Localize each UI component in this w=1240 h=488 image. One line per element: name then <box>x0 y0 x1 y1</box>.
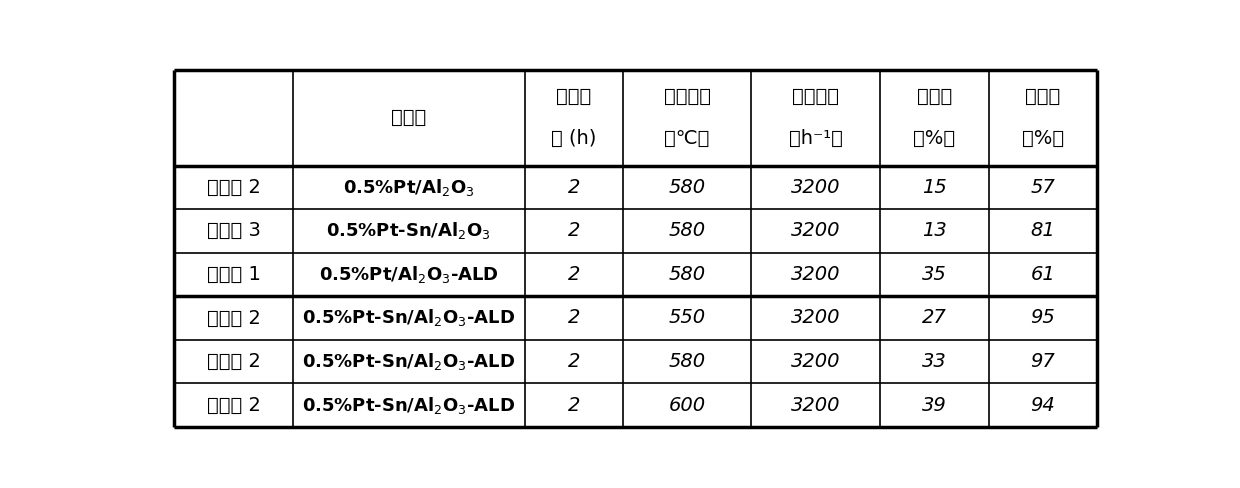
Text: 3200: 3200 <box>791 396 841 414</box>
Text: 580: 580 <box>668 178 706 197</box>
Text: 57: 57 <box>1030 178 1055 197</box>
Text: 600: 600 <box>668 396 706 414</box>
Text: 61: 61 <box>1030 265 1055 284</box>
Text: 反应温度: 反应温度 <box>663 87 711 106</box>
Text: 0.5%Pt/Al$_2$O$_3$: 0.5%Pt/Al$_2$O$_3$ <box>343 177 475 198</box>
Text: 对比例 2: 对比例 2 <box>207 178 260 197</box>
Text: 0.5%Pt-Sn/Al$_2$O$_3$-ALD: 0.5%Pt-Sn/Al$_2$O$_3$-ALD <box>303 394 516 416</box>
Text: 间 (h): 间 (h) <box>551 129 596 148</box>
Text: 0.5%Pt-Sn/Al$_2$O$_3$: 0.5%Pt-Sn/Al$_2$O$_3$ <box>326 221 491 242</box>
Text: 97: 97 <box>1030 352 1055 371</box>
Text: 2: 2 <box>568 265 580 284</box>
Text: 95: 95 <box>1030 308 1055 327</box>
Text: 3200: 3200 <box>791 222 841 241</box>
Text: 33: 33 <box>923 352 947 371</box>
Text: 580: 580 <box>668 265 706 284</box>
Text: 94: 94 <box>1030 396 1055 414</box>
Text: 对比例 1: 对比例 1 <box>207 265 260 284</box>
Text: （℃）: （℃） <box>665 129 709 148</box>
Text: 580: 580 <box>668 352 706 371</box>
Text: 实施例 2: 实施例 2 <box>207 308 260 327</box>
Text: 0.5%Pt-Sn/Al$_2$O$_3$-ALD: 0.5%Pt-Sn/Al$_2$O$_3$-ALD <box>303 307 516 328</box>
Text: 2: 2 <box>568 222 580 241</box>
Text: 实施例 2: 实施例 2 <box>207 352 260 371</box>
Text: 反应时: 反应时 <box>556 87 591 106</box>
Text: 580: 580 <box>668 222 706 241</box>
Text: 2: 2 <box>568 178 580 197</box>
Text: 3200: 3200 <box>791 178 841 197</box>
Text: 2: 2 <box>568 396 580 414</box>
Text: 81: 81 <box>1030 222 1055 241</box>
Text: 体积空速: 体积空速 <box>792 87 839 106</box>
Text: 3200: 3200 <box>791 265 841 284</box>
Text: （h⁻¹）: （h⁻¹） <box>789 129 843 148</box>
Text: 3200: 3200 <box>791 308 841 327</box>
Text: 2: 2 <box>568 308 580 327</box>
Text: 催化剂: 催化剂 <box>391 108 427 127</box>
Text: 0.5%Pt/Al$_2$O$_3$-ALD: 0.5%Pt/Al$_2$O$_3$-ALD <box>319 264 498 285</box>
Text: 550: 550 <box>668 308 706 327</box>
Text: 实施例 2: 实施例 2 <box>207 396 260 414</box>
Text: 15: 15 <box>923 178 947 197</box>
Text: 27: 27 <box>923 308 947 327</box>
Text: （%）: （%） <box>1022 129 1064 148</box>
Text: 3200: 3200 <box>791 352 841 371</box>
Text: 2: 2 <box>568 352 580 371</box>
Text: 35: 35 <box>923 265 947 284</box>
Text: （%）: （%） <box>914 129 956 148</box>
Text: 选择性: 选择性 <box>1025 87 1060 106</box>
Text: 对比例 3: 对比例 3 <box>207 222 260 241</box>
Text: 转化率: 转化率 <box>916 87 952 106</box>
Text: 13: 13 <box>923 222 947 241</box>
Text: 0.5%Pt-Sn/Al$_2$O$_3$-ALD: 0.5%Pt-Sn/Al$_2$O$_3$-ALD <box>303 351 516 372</box>
Text: 39: 39 <box>923 396 947 414</box>
